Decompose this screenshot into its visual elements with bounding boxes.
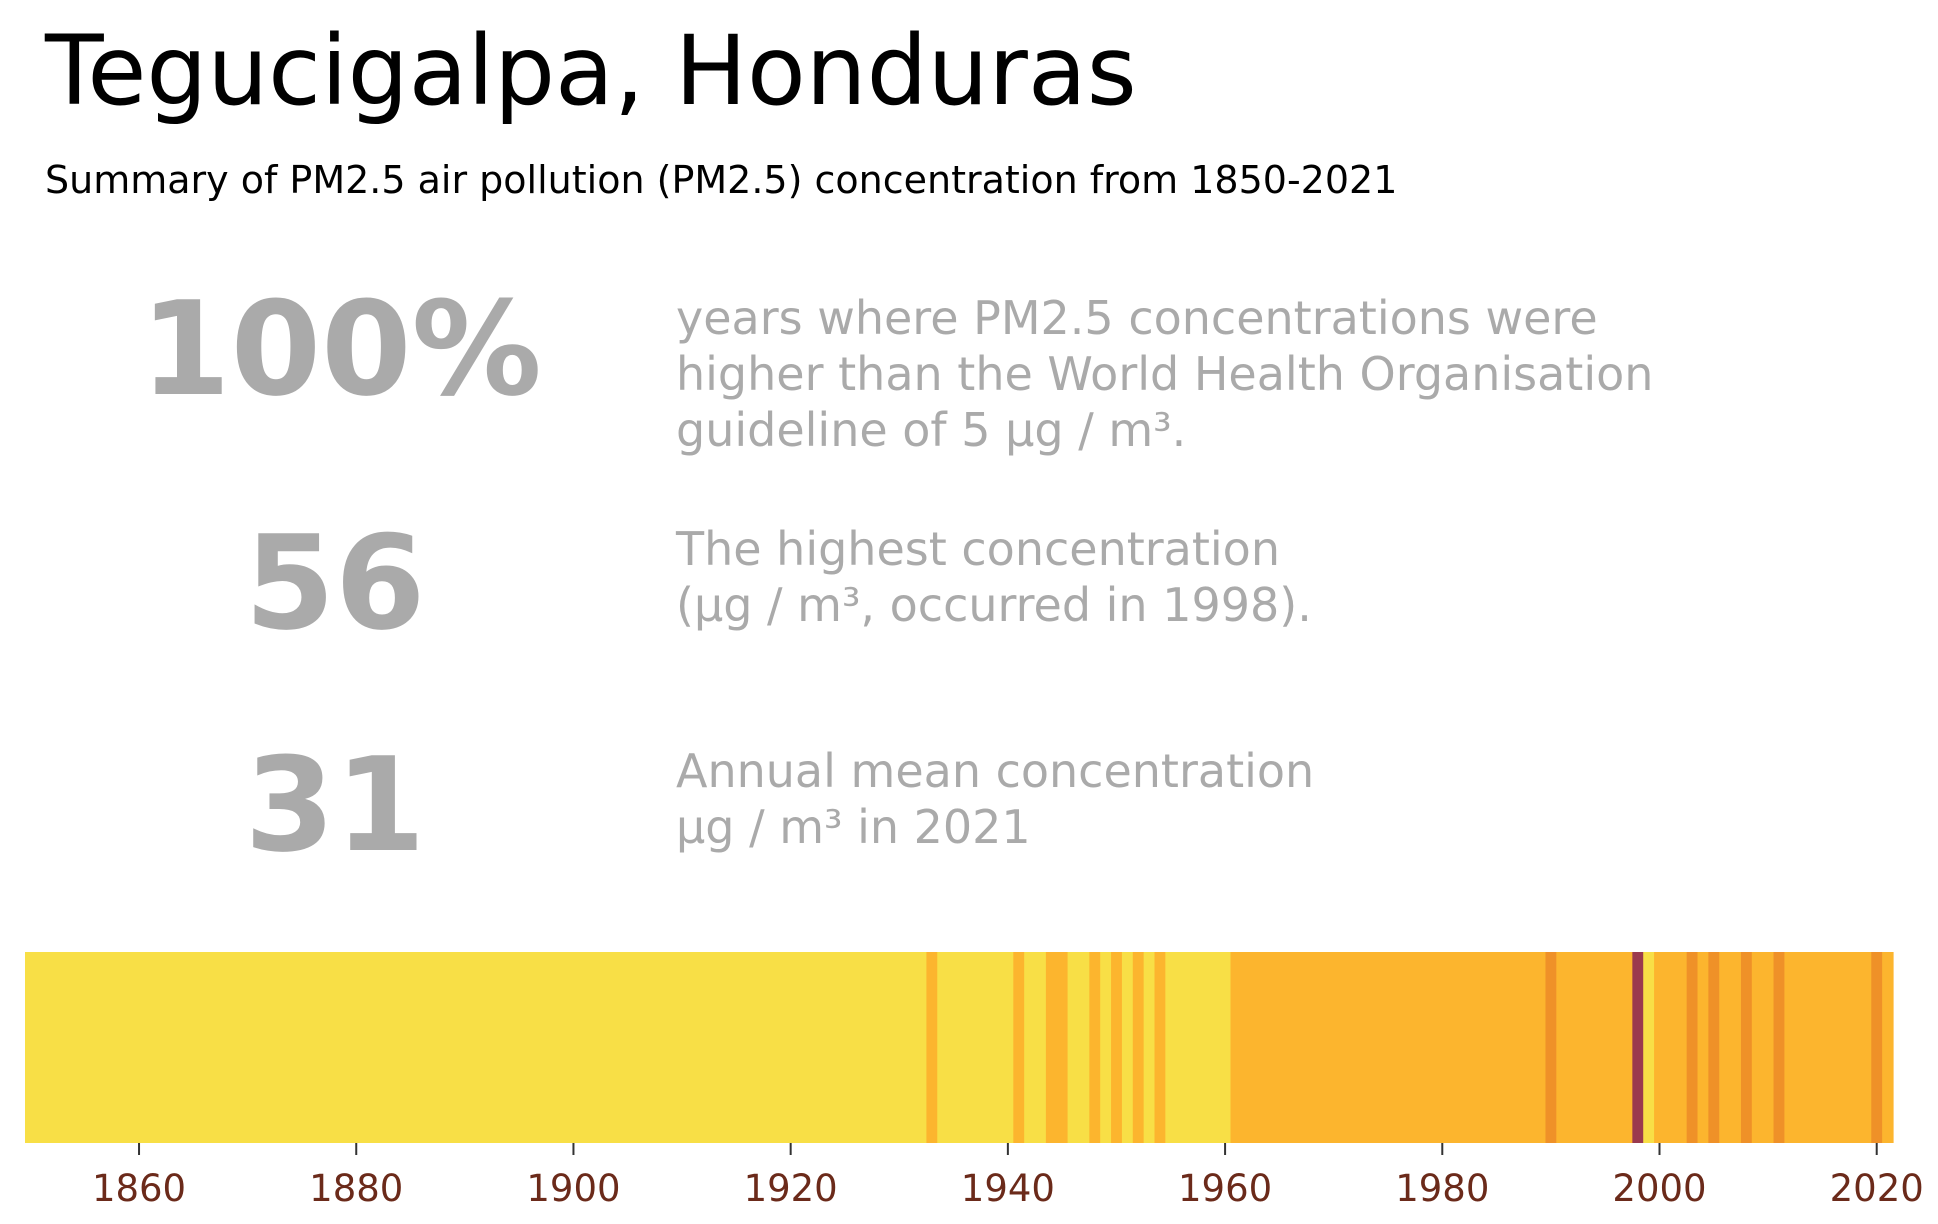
stripe-2021-2021 bbox=[1882, 952, 1894, 1143]
stripe-2003-2003 bbox=[1686, 952, 1699, 1143]
stripe-1955-1960 bbox=[1165, 952, 1232, 1143]
stripe-2009-2010 bbox=[1751, 952, 1775, 1143]
stripe-1942-1943 bbox=[1024, 952, 1047, 1143]
stripe-1933-1933 bbox=[926, 952, 938, 1143]
stat-percent-description: years where PM2.5 concentrations were hi… bbox=[676, 291, 1654, 457]
stripe-1850-1932 bbox=[25, 952, 928, 1143]
stripe-1949-1949 bbox=[1100, 952, 1112, 1143]
stripe-1953-1953 bbox=[1143, 952, 1156, 1143]
stat-mean-description: Annual mean concentration µg / m³ in 202… bbox=[676, 744, 1315, 854]
stripe-1954-1954 bbox=[1154, 952, 1166, 1143]
stripe-1991-1997 bbox=[1556, 952, 1633, 1143]
stat-mean-value: 31 bbox=[244, 729, 426, 881]
x-tick-label-1980: 1980 bbox=[1395, 1167, 1489, 1210]
x-tick-label-1940: 1940 bbox=[961, 1167, 1055, 1210]
stripe-1999-1999 bbox=[1643, 952, 1655, 1143]
stripe-1951-1951 bbox=[1121, 952, 1134, 1143]
x-tick-label-2000: 2000 bbox=[1612, 1167, 1706, 1210]
stripe-2006-2007 bbox=[1719, 952, 1742, 1143]
page-subtitle: Summary of PM2.5 air pollution (PM2.5) c… bbox=[45, 158, 1398, 202]
x-tick-label-1960: 1960 bbox=[1178, 1167, 1272, 1210]
stripe-2008-2008 bbox=[1740, 952, 1753, 1143]
stripe-1946-1947 bbox=[1067, 952, 1090, 1143]
x-tick-label-1860: 1860 bbox=[92, 1167, 186, 1210]
stripe-2000-2002 bbox=[1654, 952, 1688, 1143]
stat-highest-description: The highest concentration (µg / m³, occu… bbox=[676, 522, 1312, 632]
x-tick-label-1880: 1880 bbox=[309, 1167, 403, 1210]
stripe-2011-2011 bbox=[1773, 952, 1785, 1143]
stat-percent-value: 100% bbox=[140, 273, 542, 425]
stripe-2012-2019 bbox=[1784, 952, 1872, 1143]
stripe-1990-1990 bbox=[1545, 952, 1557, 1143]
stripe-2005-2005 bbox=[1708, 952, 1720, 1143]
stripe-1961-1989 bbox=[1230, 952, 1547, 1143]
stripe-2004-2004 bbox=[1697, 952, 1709, 1143]
x-axis-ticks: 1860 1880 1900 1920 1940 1960 1980 2000 2020 bbox=[92, 1143, 1924, 1210]
stripe-1934-1940 bbox=[937, 952, 1014, 1143]
stripe-1948-1948 bbox=[1089, 952, 1101, 1143]
stripe-1952-1952 bbox=[1132, 952, 1145, 1143]
stripe-1941-1941 bbox=[1013, 952, 1025, 1143]
stat-highest-value: 56 bbox=[244, 507, 426, 659]
stripe-1950-1950 bbox=[1111, 952, 1123, 1143]
stripe-layer bbox=[25, 952, 1894, 1143]
page-title: Tegucigalpa, Honduras bbox=[45, 15, 1137, 127]
x-tick-label-1900: 1900 bbox=[526, 1167, 620, 1210]
stripe-2020-2020 bbox=[1871, 952, 1883, 1143]
x-tick-label-1920: 1920 bbox=[744, 1167, 838, 1210]
stripe-1998-1998 bbox=[1632, 952, 1644, 1143]
x-tick-label-2020: 2020 bbox=[1830, 1167, 1924, 1210]
stripe-1944-1945 bbox=[1045, 952, 1069, 1143]
